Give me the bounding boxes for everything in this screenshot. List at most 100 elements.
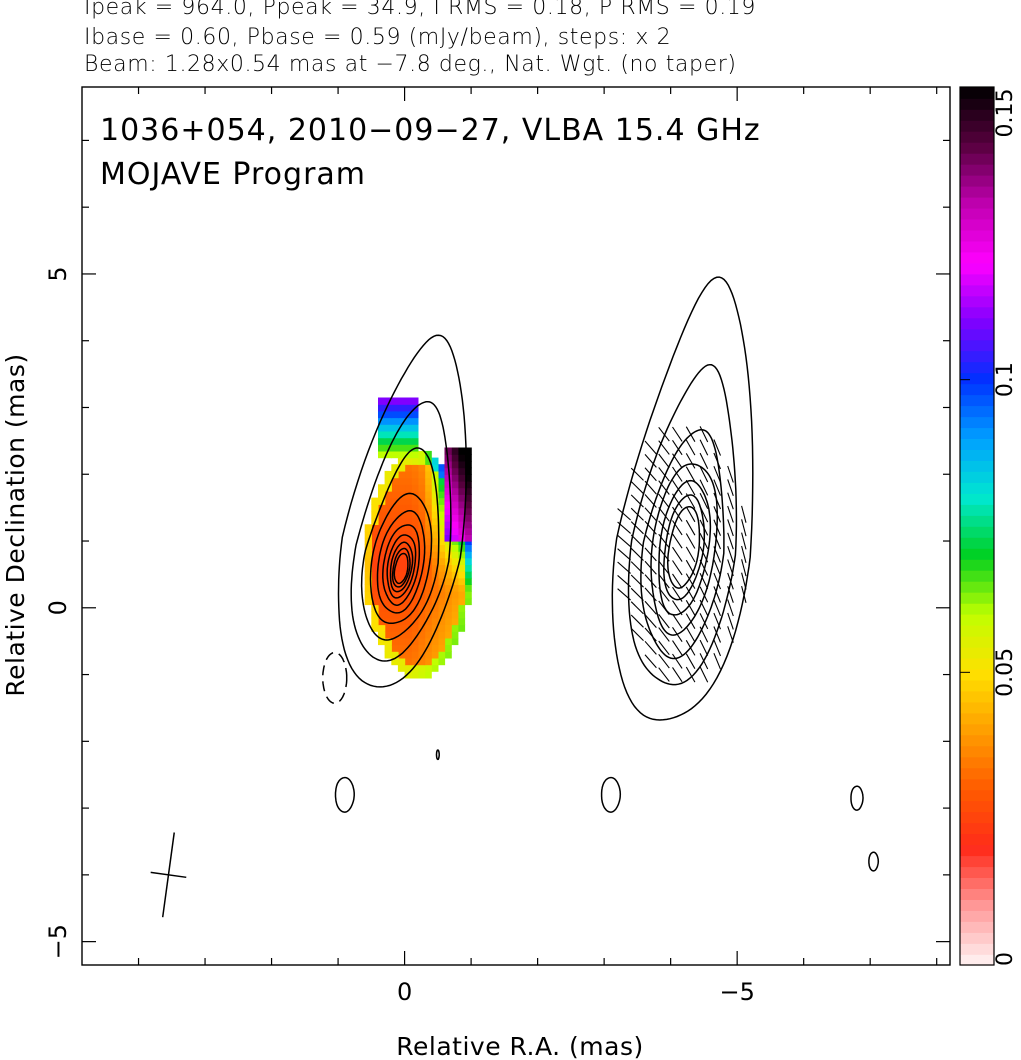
polarization-pixel [411,611,419,619]
polarization-pixel [378,584,386,592]
polarization-vector [713,652,722,670]
colorbar-segment [960,273,994,286]
colorbar-segment [960,339,994,352]
polarization-pixel [457,501,466,509]
contour-level [393,552,409,585]
colorbar-segment [960,723,994,736]
tick-layer: 0 −5 5 0 −5 [44,87,950,1006]
polarization-vector [644,520,657,535]
polarization-pixel [424,504,432,512]
polarization-pixel [424,457,432,465]
polarization-pixel [378,404,386,412]
polarization-pixel [371,611,379,619]
polarization-pixel [437,657,446,666]
polarization-vector [741,585,747,603]
polarization-vector [713,479,722,496]
y-tick-label: 0 [44,600,72,615]
polarization-pixel [437,490,446,499]
polarization-vector [685,626,696,643]
polarization-pixel [451,467,459,475]
polarization-vector [699,599,709,616]
polarization-pixel [437,470,446,479]
polarization-pixel [384,444,392,452]
polarization-pixel [364,524,372,532]
y-axis-label: Relative Declination (mas) [1,353,30,696]
polarization-vector [617,588,631,601]
polarization-vector [617,548,631,561]
polarization-pixel [464,454,472,462]
polarization-pixel [417,604,426,612]
polarization-pixel [417,531,426,539]
polarization-pixel [404,617,412,626]
contour-level [627,363,738,686]
polarization-pixel [411,644,419,652]
polarization-pixel [444,571,452,579]
polarization-vector [713,586,722,603]
polarization-pixel [437,477,446,485]
polarization-vector [658,426,670,442]
polarization-vector [699,439,709,456]
polarization-pixel [417,544,426,552]
polarization-pixel [378,591,386,599]
polarization-pixel [444,591,452,599]
polarization-pixel [404,544,412,552]
polarization-pixel [404,424,412,432]
polarization-pixel [451,624,459,632]
polarization-pixel [417,617,426,626]
polarization-pixel [411,511,419,519]
polarization-vector [685,519,696,536]
contour-level [382,524,421,606]
polarization-pixel [397,604,406,612]
polarization-pixel [384,591,392,599]
polarization-pixel [397,397,406,405]
polarization-pixel [424,464,432,472]
polarization-vector [699,586,709,603]
colorbar-tick-label: 0 [993,952,1018,966]
polarization-pixel [464,564,472,572]
polarization-pixel [444,487,452,495]
colorbar-segment [960,844,994,857]
polarization-vector [699,532,709,550]
polarization-pixel [364,531,372,539]
polarization-pixel [371,531,379,539]
polarization-pixel [444,544,452,552]
polarization-pixel [457,611,466,619]
polarization-pixel [424,490,432,499]
polarization-pixel [404,444,412,452]
polarization-pixel [364,557,372,565]
polarization-pixel [424,484,432,492]
polarization-vector [658,667,670,682]
polarization-pixel [378,577,386,585]
polarization-pixel [451,480,459,489]
colorbar-segment [960,756,994,769]
polarization-pixel [451,617,459,626]
polarization-vector [685,640,696,656]
polarization-vector [658,653,670,669]
polarization-pixel [378,557,386,565]
colorbar-tick-label: 0.05 [993,648,1018,697]
polarization-pixel [404,417,412,425]
polarization-vector [699,546,709,563]
colorbar-segment [960,229,994,242]
colorbar-segment [960,372,994,385]
polarization-vector [727,492,734,510]
colorbar-segment [960,888,994,900]
polarization-pixel [444,514,452,522]
polarization-pixel [411,664,419,672]
polarization-pixel [431,644,439,652]
polarization-pixel [378,551,386,559]
polarization-pixel [451,544,459,552]
polarization-vector [672,613,683,629]
negative-contour [322,651,348,705]
polarization-vector [644,507,657,522]
polarization-pixel [451,474,459,482]
polarization-pixel [411,410,419,419]
polarization-vector [658,560,670,575]
polarization-pixel [378,637,386,646]
polarization-pixel [444,631,452,639]
colorbar-segment [960,361,994,374]
polarization-vector [713,639,722,657]
polarization-pixel [378,564,386,572]
polarization-pixel [371,564,379,572]
polarization-pixel [404,604,412,612]
